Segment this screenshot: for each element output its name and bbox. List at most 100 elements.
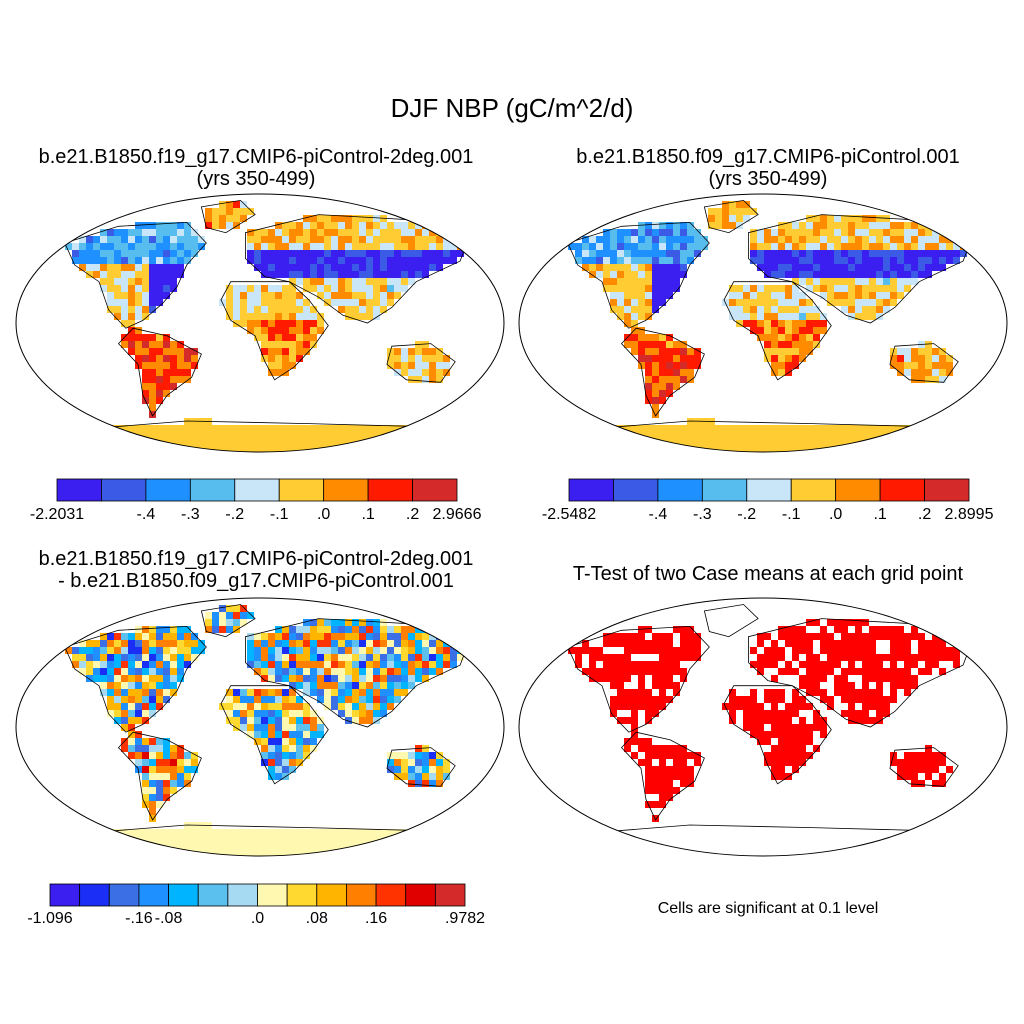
grid-cell (135, 327, 142, 334)
grid-cell (247, 724, 254, 731)
grid-cell (93, 264, 100, 271)
grid-cell (135, 717, 142, 724)
grid-cell (897, 766, 904, 773)
grid-cell (652, 766, 659, 773)
grid-cell (785, 752, 792, 759)
grid-cell (876, 446, 883, 452)
grid-cell (205, 432, 212, 439)
grid-cell (338, 425, 345, 432)
grid-cell (303, 675, 310, 682)
grid-cell (149, 439, 156, 446)
grid-cell (331, 619, 338, 626)
grid-cell (121, 675, 128, 682)
grid-cell (967, 640, 974, 647)
grid-cell (736, 215, 743, 222)
grid-cell (631, 236, 638, 243)
grid-cell (338, 647, 345, 654)
grid-cell (813, 439, 820, 446)
grid-cell (177, 647, 184, 654)
grid-cell (764, 689, 771, 696)
grid-cell (121, 243, 128, 250)
grid-cell (184, 759, 191, 766)
grid-cell (317, 731, 324, 738)
grid-cell (387, 355, 394, 362)
grid-cell (813, 313, 820, 320)
grid-cell (317, 619, 324, 626)
grid-cell (834, 236, 841, 243)
grid-cell (149, 236, 156, 243)
grid-cell (177, 626, 184, 633)
grid-cell (429, 250, 436, 257)
grid-cell (652, 222, 659, 229)
grid-cell (666, 355, 673, 362)
grid-cell (666, 773, 673, 780)
grid-cell (240, 619, 247, 626)
grid-cell (303, 745, 310, 752)
grid-cell (436, 446, 443, 452)
grid-cell (170, 285, 177, 292)
grid-cell (163, 654, 170, 661)
grid-cell (191, 355, 198, 362)
grid-cell (652, 362, 659, 369)
grid-cell (429, 376, 436, 383)
grid-cell (799, 759, 806, 766)
grid-cell (93, 850, 100, 856)
grid-cell (617, 292, 624, 299)
grid-cell (736, 432, 743, 439)
grid-cell (338, 619, 345, 626)
grid-cell (170, 773, 177, 780)
grid-cell (603, 278, 610, 285)
grid-cell (673, 752, 680, 759)
grid-cell (876, 675, 883, 682)
grid-cell (897, 439, 904, 446)
grid-cell (149, 243, 156, 250)
grid-cell (289, 843, 296, 850)
grid-cell (142, 278, 149, 285)
grid-cell (345, 264, 352, 271)
grid-cell (72, 661, 79, 668)
grid-cell (177, 229, 184, 236)
grid-cell (226, 689, 233, 696)
grid-cell (142, 682, 149, 689)
grid-cell (869, 633, 876, 640)
grid-cell (680, 773, 687, 780)
grid-cell (387, 661, 394, 668)
grid-cell (170, 850, 177, 856)
grid-cell (645, 341, 652, 348)
grid-cell (170, 243, 177, 250)
grid-cell (401, 264, 408, 271)
grid-cell (317, 668, 324, 675)
grid-cell (708, 208, 715, 215)
grid-cell (149, 836, 156, 843)
grid-cell (799, 752, 806, 759)
grid-cell (261, 446, 268, 452)
grid-cell (156, 243, 163, 250)
grid-cell (631, 689, 638, 696)
grid-cell (310, 661, 317, 668)
grid-cell (261, 836, 268, 843)
grid-cell (876, 633, 883, 640)
grid-cell (750, 710, 757, 717)
grid-cell (631, 425, 638, 432)
grid-cell (869, 264, 876, 271)
grid-cell (275, 717, 282, 724)
grid-cell (170, 626, 177, 633)
grid-cell (666, 362, 673, 369)
grid-cell (645, 306, 652, 313)
grid-cell (100, 675, 107, 682)
grid-cell (331, 850, 338, 856)
grid-cell (233, 850, 240, 856)
grid-cell (345, 850, 352, 856)
grid-cell (352, 703, 359, 710)
grid-cell (806, 689, 813, 696)
grid-cell (401, 843, 408, 850)
grid-cell (687, 250, 694, 257)
grid-cell (275, 773, 282, 780)
grid-cell (869, 306, 876, 313)
grid-cell (771, 640, 778, 647)
grid-cell (142, 341, 149, 348)
grid-cell (191, 752, 198, 759)
grid-cell (443, 257, 450, 264)
grid-cell (422, 376, 429, 383)
grid-cell (156, 341, 163, 348)
